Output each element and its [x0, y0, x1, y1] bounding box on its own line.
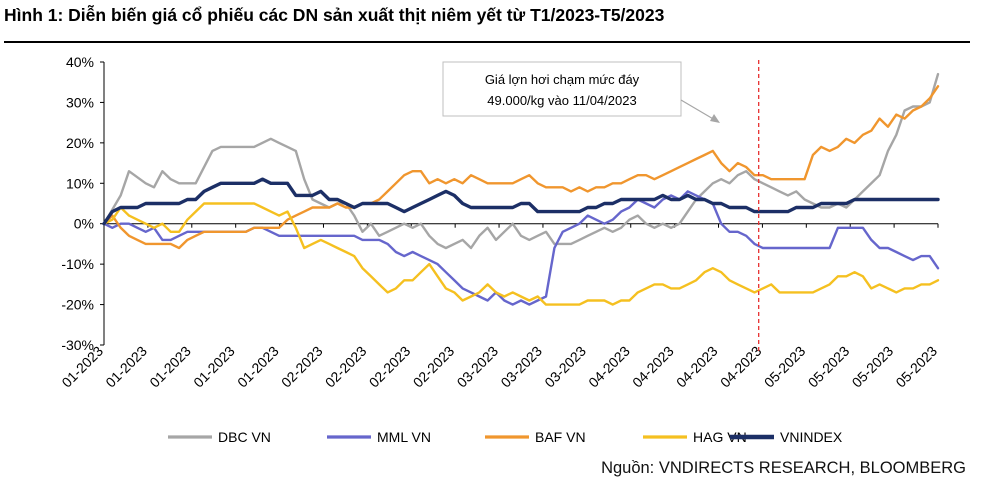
x-tick-label: 05-2023: [892, 343, 940, 391]
x-tick-label: 01-2023: [234, 343, 282, 391]
x-tick-label: 02-2023: [410, 343, 458, 391]
legend-label: VNINDEX: [780, 429, 843, 445]
x-tick-label: 01-2023: [190, 343, 238, 391]
x-tick-label: 05-2023: [849, 343, 897, 391]
x-tick-label: 04-2023: [629, 343, 677, 391]
title-divider: [4, 41, 970, 43]
y-axis: 40% 30% 20% 10% 0% -10% -20% -30%: [61, 54, 105, 353]
x-tick-label: 01-2023: [146, 343, 194, 391]
x-tick-label: 05-2023: [805, 343, 853, 391]
x-tick-label: 02-2023: [322, 343, 370, 391]
series-layer: [102, 72, 940, 306]
source-note: Nguồn: VNDIRECTS RESEARCH, BLOOMBERG: [601, 459, 966, 477]
y-tick-label: 0%: [74, 216, 94, 232]
x-tick-label: 04-2023: [673, 343, 721, 391]
series-line-dbc-vn: [102, 72, 940, 250]
x-tick-label: 05-2023: [761, 343, 809, 391]
x-tick-label: 01-2023: [102, 343, 150, 391]
annotation-callout: Giá lợn hơi chạm mức đáy 49.000/kg vào 1…: [442, 61, 720, 123]
series-line-hag-vn: [102, 202, 940, 306]
series-line-baf-vn: [102, 85, 940, 250]
x-tick-label: 02-2023: [278, 343, 326, 391]
x-tick-label: 02-2023: [366, 343, 414, 391]
annotation-line-2: 49.000/kg vào 11/04/2023: [487, 93, 636, 108]
legend-label: HAG VN: [693, 429, 747, 445]
x-tick-label: 03-2023: [541, 343, 589, 391]
legend-label: MML VN: [377, 429, 431, 445]
legend-label: BAF VN: [535, 429, 586, 445]
y-tick-label: 30%: [66, 94, 94, 110]
x-tick-label: 04-2023: [585, 343, 633, 391]
legend: DBC VN MML VN BAF VN HAG VN VNINDEX: [168, 429, 843, 445]
x-tick-label: 03-2023: [454, 343, 502, 391]
annotation-arrow-head: [710, 114, 720, 123]
y-tick-label: 40%: [66, 54, 94, 70]
y-tick-label: -20%: [61, 297, 94, 313]
annotation-arrow: [680, 99, 716, 121]
y-tick-label: -30%: [61, 337, 94, 353]
figure-title: Hình 1: Diễn biến giá cổ phiếu các DN sả…: [4, 5, 665, 25]
legend-label: DBC VN: [218, 429, 271, 445]
y-tick-label: -10%: [61, 256, 94, 272]
annotation-line-1: Giá lợn hơi chạm mức đáy: [485, 72, 640, 87]
y-tick-label: 10%: [66, 175, 94, 191]
x-tick-label: 03-2023: [497, 343, 545, 391]
annotation-box: [442, 61, 682, 117]
series-line-vnindex: [102, 177, 940, 226]
y-tick-label: 20%: [66, 135, 94, 151]
x-tick-label: 04-2023: [717, 343, 765, 391]
